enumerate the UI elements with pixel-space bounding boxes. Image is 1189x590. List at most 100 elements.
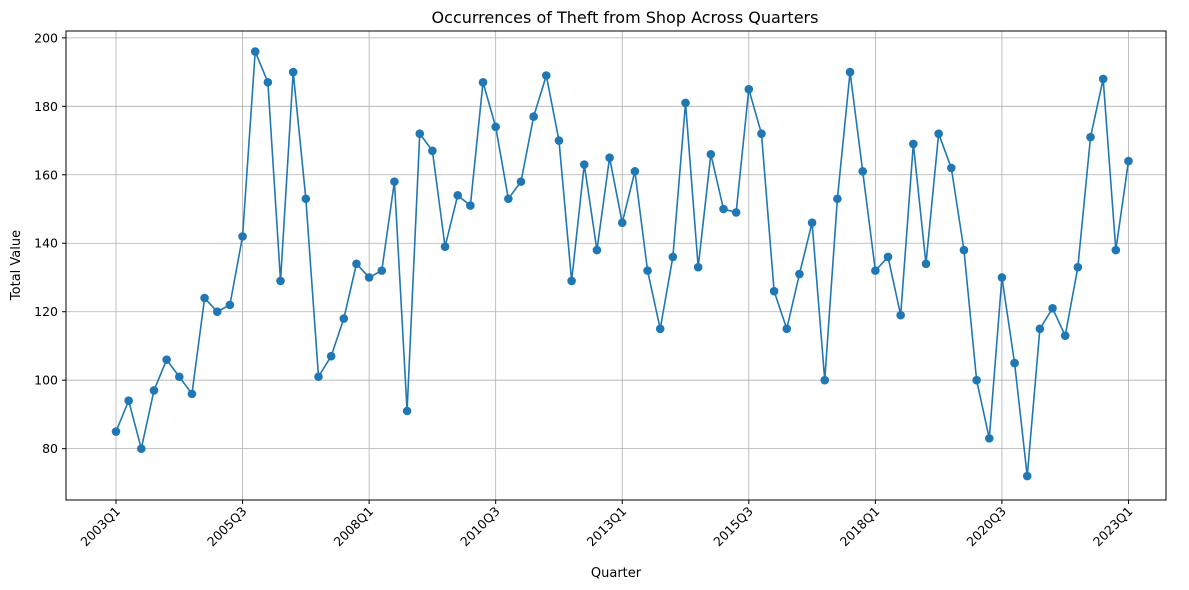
data-point <box>706 149 716 159</box>
data-point <box>744 84 754 94</box>
data-point <box>124 396 133 406</box>
data-point <box>567 276 576 286</box>
data-point <box>1086 132 1095 142</box>
data-point <box>934 129 943 139</box>
data-points <box>111 47 1133 481</box>
data-point <box>1124 156 1133 166</box>
y-axis-label: Total Value <box>9 230 24 301</box>
data-point <box>1073 262 1083 272</box>
y-axis: 80 100 120 140 160 180 200 <box>34 30 66 456</box>
data-point <box>478 78 488 87</box>
data-point <box>782 324 792 334</box>
data-point <box>339 314 349 323</box>
data-point <box>238 232 247 241</box>
data-point <box>858 167 868 176</box>
data-point <box>415 129 425 139</box>
data-point <box>807 218 817 228</box>
data-point <box>833 194 842 204</box>
data-point <box>111 427 121 436</box>
y-tick-label: 180 <box>34 99 58 114</box>
data-point <box>187 389 197 399</box>
y-tick-label: 160 <box>34 167 58 182</box>
x-tick-label: 2018Q1 <box>837 504 883 550</box>
data-point <box>162 355 171 364</box>
data-point <box>428 146 437 156</box>
grid <box>66 31 1166 500</box>
data-point <box>871 266 880 275</box>
data-point <box>453 191 463 200</box>
data-point <box>1098 74 1108 84</box>
data-point <box>301 194 311 204</box>
data-point <box>314 372 323 382</box>
data-point <box>909 139 918 149</box>
data-point <box>250 47 260 56</box>
x-axis: 2003Q1 2005Q3 2008Q1 2010Q3 2013Q1 2015Q3 2018… <box>77 500 1136 550</box>
data-point <box>845 67 855 77</box>
data-point <box>681 98 690 108</box>
data-point <box>731 208 741 217</box>
x-tick-label: 2010Q3 <box>457 504 503 550</box>
chart-title: Occurrences of Theft from Shop Across Qu… <box>432 8 819 27</box>
x-tick-label: 2020Q3 <box>963 504 1009 550</box>
data-point <box>972 375 981 385</box>
data-point <box>352 259 361 269</box>
y-tick-label: 80 <box>42 441 58 456</box>
data-point <box>693 262 703 272</box>
data-point <box>491 122 500 132</box>
data-point <box>668 252 678 262</box>
data-point <box>820 375 830 385</box>
data-point <box>1035 324 1045 334</box>
data-point <box>149 386 159 395</box>
y-tick-label: 200 <box>34 30 58 45</box>
x-tick-label: 2023Q1 <box>1090 504 1136 550</box>
data-point <box>1022 471 1032 481</box>
data-point <box>542 71 551 80</box>
x-tick-label: 2003Q1 <box>77 504 123 550</box>
y-tick-label: 100 <box>34 373 58 388</box>
x-axis-label: Quarter <box>591 566 642 581</box>
data-point <box>225 300 235 310</box>
y-tick-label: 120 <box>34 304 58 319</box>
data-point <box>440 242 450 251</box>
y-tick-label: 140 <box>34 236 58 251</box>
data-point <box>795 269 804 279</box>
data-point <box>326 351 336 361</box>
data-point <box>200 293 209 303</box>
data-point <box>757 129 766 139</box>
data-point <box>364 273 374 282</box>
data-point <box>529 112 538 121</box>
data-point <box>212 307 222 317</box>
x-tick-label: 2008Q1 <box>331 504 377 550</box>
plot-frame <box>65 30 1167 501</box>
x-tick-label: 2005Q3 <box>204 504 250 550</box>
data-point <box>1060 331 1070 340</box>
data-point <box>174 372 184 382</box>
data-point <box>643 266 652 275</box>
data-point <box>921 259 931 269</box>
data-point <box>617 218 627 228</box>
data-point <box>1111 245 1121 255</box>
data-point <box>276 276 285 286</box>
data-point <box>263 78 273 87</box>
x-tick-label: 2013Q1 <box>584 504 630 550</box>
data-point <box>605 153 614 162</box>
data-point <box>984 434 994 443</box>
data-point <box>504 194 513 204</box>
data-point <box>1010 358 1019 368</box>
data-point <box>402 406 412 416</box>
data-point <box>896 310 905 320</box>
data-point <box>997 273 1007 282</box>
data-point <box>719 204 728 214</box>
data-point <box>579 160 589 169</box>
data-point <box>466 201 475 210</box>
data-point <box>959 245 969 255</box>
data-point <box>1048 303 1057 313</box>
data-point <box>377 266 387 275</box>
data-point <box>554 136 564 145</box>
data-point <box>655 324 665 334</box>
data-point <box>630 167 640 176</box>
data-point <box>946 163 956 173</box>
data-point <box>137 444 146 453</box>
data-point <box>288 67 298 77</box>
